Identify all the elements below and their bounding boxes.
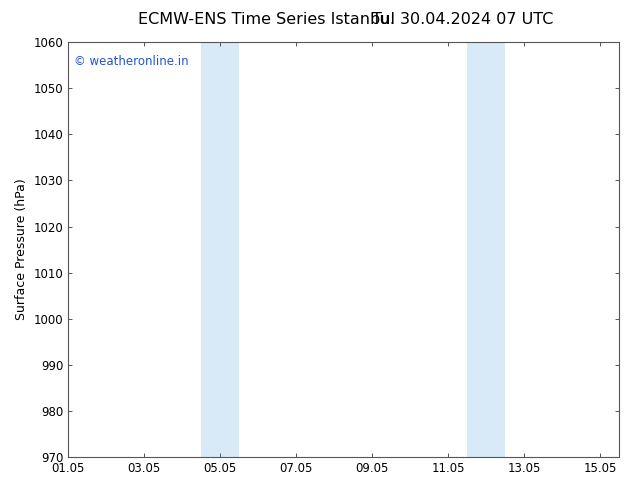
Text: © weatheronline.in: © weatheronline.in [74,54,188,68]
Text: Tu. 30.04.2024 07 UTC: Tu. 30.04.2024 07 UTC [372,12,553,27]
Y-axis label: Surface Pressure (hPa): Surface Pressure (hPa) [15,179,28,320]
Bar [467,42,505,457]
Text: ECMW-ENS Time Series Istanbul: ECMW-ENS Time Series Istanbul [138,12,395,27]
Bar [201,42,239,457]
